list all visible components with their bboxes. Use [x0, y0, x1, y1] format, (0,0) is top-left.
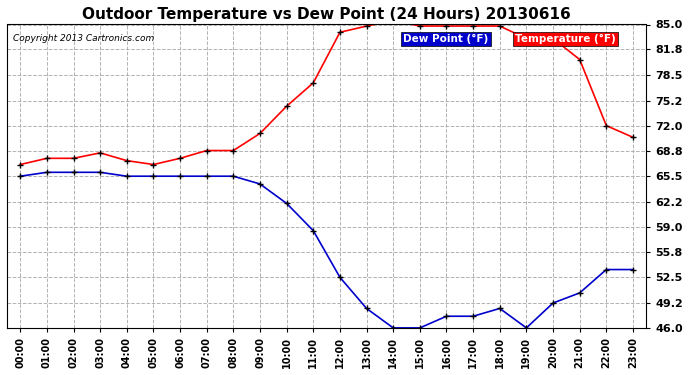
Text: Copyright 2013 Cartronics.com: Copyright 2013 Cartronics.com: [13, 34, 155, 43]
Title: Outdoor Temperature vs Dew Point (24 Hours) 20130616: Outdoor Temperature vs Dew Point (24 Hou…: [82, 7, 571, 22]
Text: Dew Point (°F): Dew Point (°F): [404, 34, 489, 44]
Text: Temperature (°F): Temperature (°F): [515, 34, 616, 44]
